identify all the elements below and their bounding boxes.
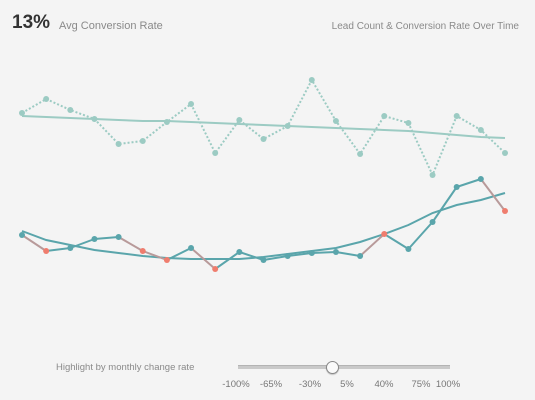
lead-series-segment: [214, 251, 240, 270]
slider-tick-label: -30%: [298, 379, 322, 390]
lead-series-segment: [263, 255, 288, 261]
lead-series-segment: [239, 251, 264, 261]
slider-tick-label: 75%: [411, 379, 431, 390]
lead-series-segment: [142, 250, 168, 261]
lead-series-segment: [335, 251, 361, 257]
conversion-point: [43, 96, 50, 102]
conversion-point: [357, 151, 364, 157]
conversion-point: [163, 119, 170, 125]
slider-tick-label: 100%: [435, 379, 461, 390]
lead-series-segment: [46, 247, 71, 252]
lead-series-segment: [118, 236, 144, 252]
kpi-value: 13%: [12, 12, 51, 33]
lead-point: [19, 232, 25, 238]
conversion-point: [19, 110, 25, 116]
slider-tick-label: -65%: [259, 379, 283, 390]
lead-point-highlighted: [381, 231, 388, 237]
conversion-trend-line: [21, 115, 506, 139]
conversion-point: [405, 120, 412, 126]
lead-point-highlighted: [212, 266, 219, 272]
lead-point: [357, 253, 364, 259]
slider-tick-label: 40%: [374, 379, 394, 390]
conversion-point: [260, 136, 267, 142]
lead-series-segment: [431, 186, 458, 223]
lead-point: [188, 245, 195, 251]
lead-series-segment: [166, 247, 192, 261]
lead-series-segment: [311, 251, 336, 254]
lead-point: [236, 249, 243, 255]
lead-series-segment: [407, 221, 434, 250]
slider-tick-label: 5%: [340, 379, 354, 390]
conversion-point: [212, 150, 219, 156]
lead-series-segment: [383, 233, 409, 250]
conversion-point: [188, 101, 195, 107]
lead-point: [115, 234, 122, 240]
lead-series-segment: [69, 238, 95, 249]
conversion-series-line: [21, 77, 506, 178]
conversion-point: [308, 77, 315, 83]
lead-point-highlighted: [163, 257, 170, 263]
conversion-point: [67, 107, 74, 113]
lead-point: [260, 257, 267, 263]
conversion-point: [477, 127, 484, 133]
lead-point: [284, 253, 291, 259]
lead-point: [453, 184, 460, 190]
conversion-point: [453, 113, 460, 119]
lead-series-segment: [480, 178, 506, 212]
conversion-point: [429, 172, 436, 178]
lead-point: [405, 246, 412, 252]
conversion-point: [115, 141, 122, 147]
lead-point: [91, 236, 98, 242]
lead-trend-line: [21, 192, 506, 260]
slider-label: Highlight by monthly change rate: [56, 362, 195, 373]
conversion-point: [236, 117, 243, 123]
conversion-point: [284, 123, 291, 129]
lead-point-highlighted: [139, 248, 146, 254]
lead-point: [332, 249, 339, 255]
lead-point: [477, 176, 484, 182]
chart-title: Lead Count & Conversion Rate Over Time: [331, 21, 519, 32]
change-rate-slider-thumb[interactable]: [326, 361, 339, 374]
lead-series-segment: [190, 247, 216, 270]
conversion-point: [332, 118, 339, 124]
lead-point: [429, 219, 436, 225]
lead-point-highlighted: [502, 208, 508, 214]
lead-point: [308, 250, 315, 256]
lead-series-segment: [21, 234, 47, 252]
change-rate-slider-track[interactable]: [238, 365, 450, 369]
lead-series-segment: [456, 178, 482, 188]
lead-series-segment: [94, 236, 119, 240]
lead-series-segment: [359, 233, 385, 257]
conversion-point: [502, 150, 508, 156]
conversion-point: [139, 138, 146, 144]
lead-point-highlighted: [43, 248, 50, 254]
kpi-label: Avg Conversion Rate: [59, 20, 163, 32]
lead-point: [67, 245, 74, 251]
conversion-point: [381, 113, 388, 119]
conversion-point: [91, 116, 98, 122]
lead-series-segment: [287, 252, 312, 257]
slider-tick-label: -100%: [222, 379, 250, 390]
